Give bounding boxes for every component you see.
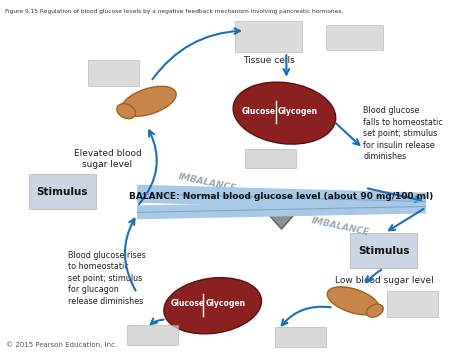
FancyBboxPatch shape [326, 25, 383, 50]
Polygon shape [267, 212, 296, 229]
Ellipse shape [164, 278, 262, 334]
Text: Stimulus: Stimulus [358, 246, 410, 256]
Text: BALANCE: Normal blood glucose level (about 90 mg/100 ml): BALANCE: Normal blood glucose level (abo… [129, 192, 434, 201]
Text: Glucose: Glucose [171, 299, 205, 308]
Ellipse shape [121, 86, 176, 116]
Ellipse shape [117, 104, 136, 119]
FancyBboxPatch shape [245, 148, 296, 168]
Text: Tissue cells: Tissue cells [243, 56, 294, 65]
Ellipse shape [366, 304, 383, 317]
Text: Stimulus: Stimulus [36, 187, 88, 197]
Text: Figure 9.15 Regulation of blood glucose levels by a negative feedback mechanism : Figure 9.15 Regulation of blood glucose … [5, 9, 344, 14]
Text: Elevated blood
sugar level: Elevated blood sugar level [73, 148, 141, 169]
Ellipse shape [233, 82, 336, 144]
Text: Glucose: Glucose [242, 106, 276, 116]
Ellipse shape [327, 287, 379, 315]
FancyBboxPatch shape [387, 291, 438, 317]
Text: Glycogen: Glycogen [278, 106, 318, 116]
Text: IMBALANCE: IMBALANCE [310, 217, 370, 238]
FancyBboxPatch shape [88, 60, 139, 86]
Text: Glycogen: Glycogen [205, 299, 246, 308]
FancyBboxPatch shape [350, 233, 417, 268]
FancyBboxPatch shape [127, 326, 178, 345]
Text: IMBALANCE: IMBALANCE [178, 172, 237, 193]
Text: Low blood sugar level: Low blood sugar level [335, 276, 434, 285]
Text: Blood glucose
falls to homeostatic
set point; stimulus
for insulin release
dimin: Blood glucose falls to homeostatic set p… [363, 106, 443, 161]
FancyBboxPatch shape [235, 21, 302, 52]
FancyBboxPatch shape [274, 327, 326, 347]
Text: © 2015 Pearson Education, Inc.: © 2015 Pearson Education, Inc. [6, 341, 118, 348]
FancyBboxPatch shape [29, 174, 96, 209]
Text: Blood glucose rises
to homeostatic
set point; stimulus
for glucagon
release dimi: Blood glucose rises to homeostatic set p… [68, 251, 146, 306]
